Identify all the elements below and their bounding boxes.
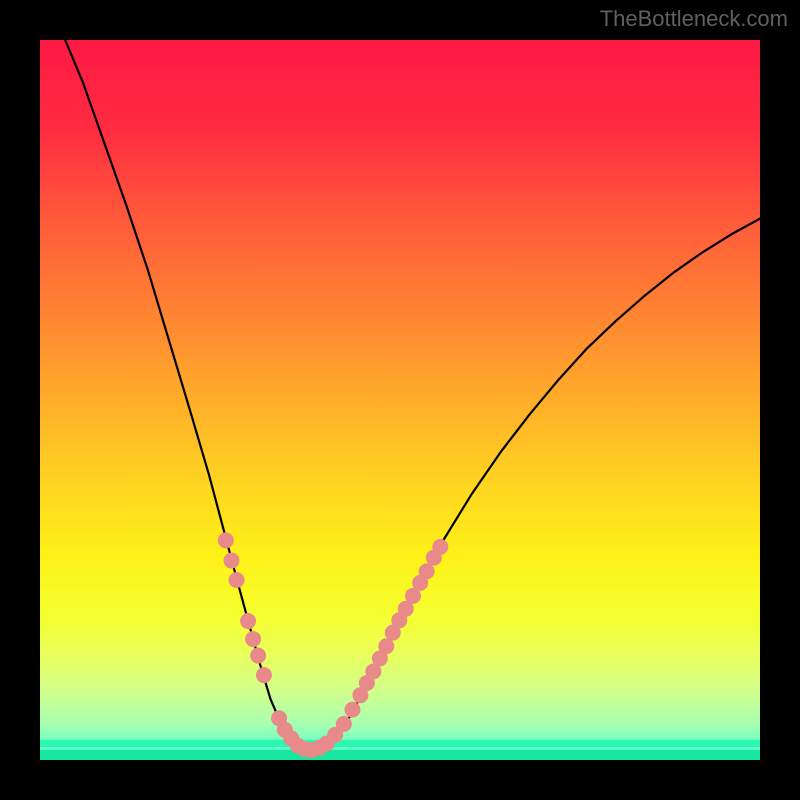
marker-dot [218,532,234,548]
marker-dot [229,572,245,588]
chart-svg [40,40,760,760]
marker-dot [378,638,394,654]
marker-dot [336,716,352,732]
green-band-group [40,740,760,760]
green-band [40,740,760,747]
marker-dot [419,563,435,579]
green-band [40,750,760,760]
marker-dot [224,553,240,569]
marker-dot [344,702,360,718]
gradient-background [40,40,760,760]
marker-dot [250,648,266,664]
marker-dot [240,613,256,629]
chart-frame: TheBottleneck.com [0,0,800,800]
plot-area [40,40,760,760]
marker-dot [432,539,448,555]
marker-dot [256,667,272,683]
watermark-text: TheBottleneck.com [600,6,788,32]
marker-dot [245,631,261,647]
